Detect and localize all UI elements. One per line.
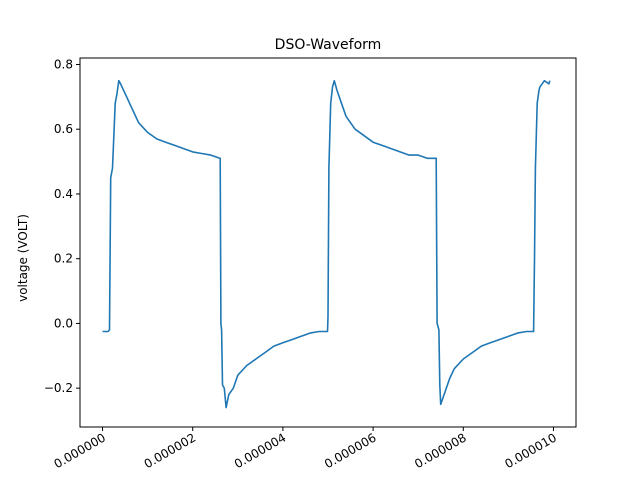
plot-area [102, 79, 551, 409]
y-tick-label: 0.2 [54, 252, 73, 266]
y-axis-label: voltage (VOLT) [16, 214, 30, 302]
y-tick-label: −0.2 [44, 381, 73, 395]
axes-frame [79, 57, 577, 428]
series-line [102, 79, 551, 409]
y-axis: −0.2 0.0 0.2 0.4 0.6 0.8 [44, 57, 80, 395]
chart-title: DSO-Waveform [275, 37, 382, 53]
y-tick-label: 0.4 [54, 187, 73, 201]
y-tick-label: 0.0 [54, 316, 73, 330]
y-tick-label: 0.6 [54, 122, 73, 136]
y-tick-label: 0.8 [54, 57, 73, 71]
